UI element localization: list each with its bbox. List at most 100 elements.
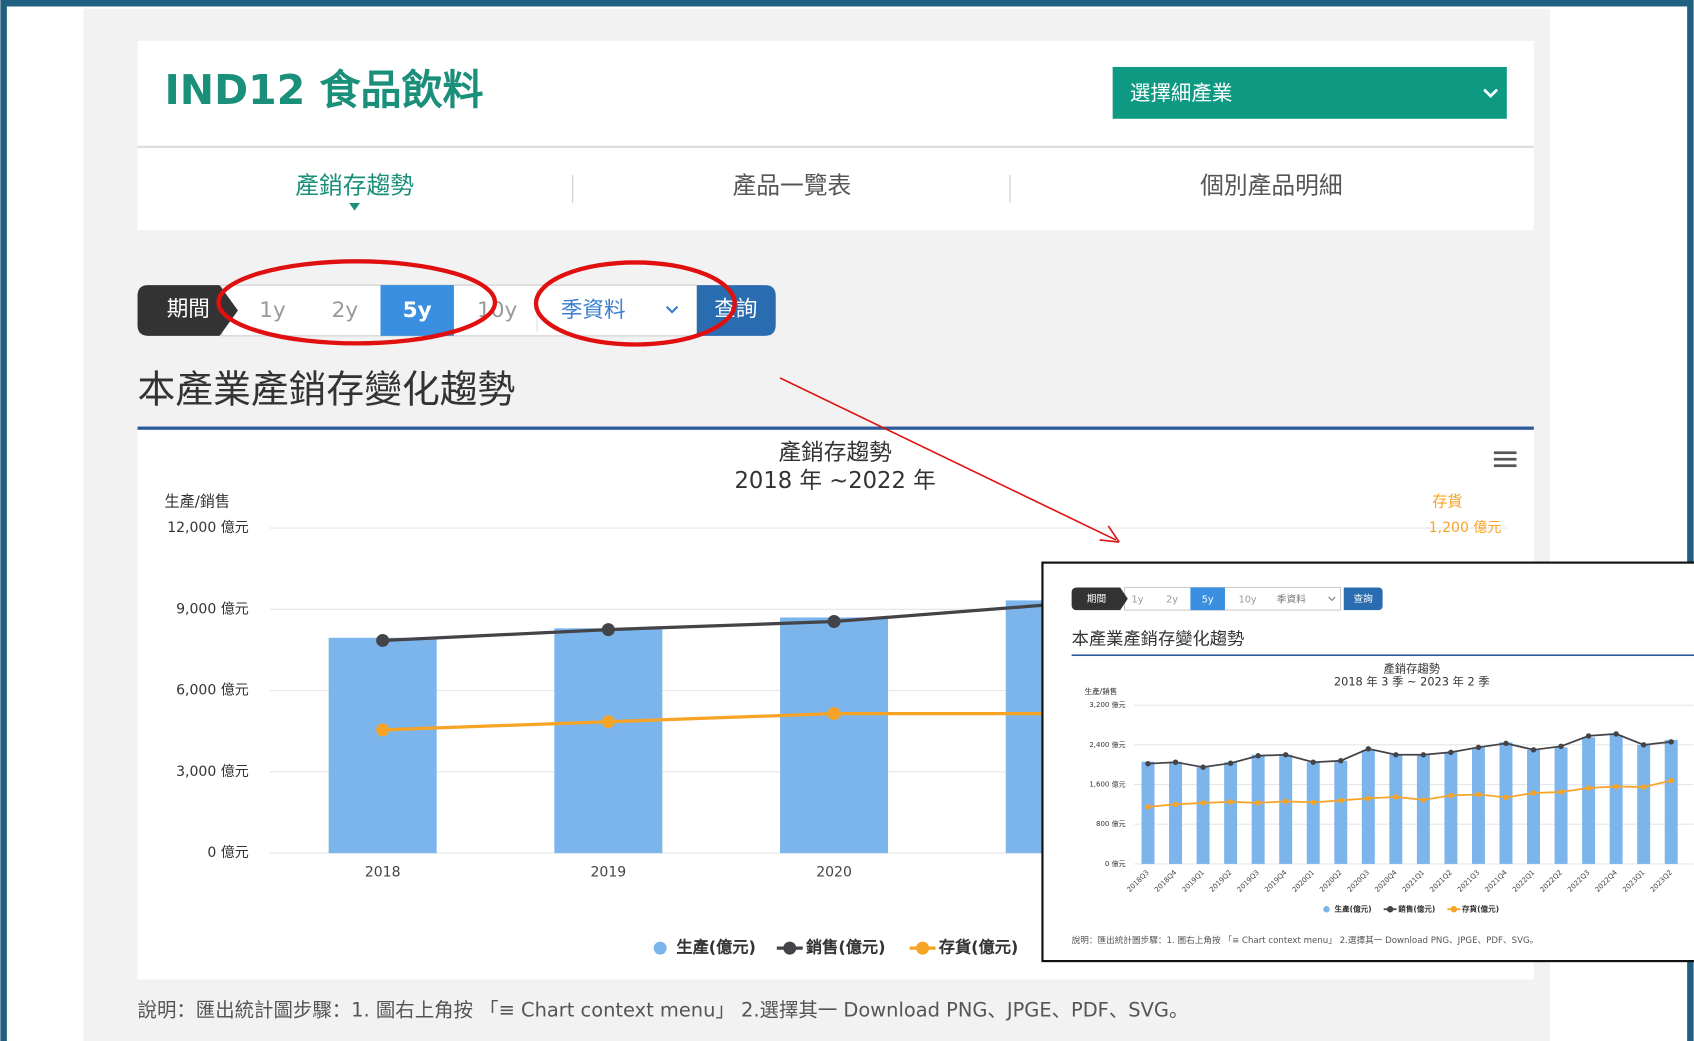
bar [1499, 742, 1513, 864]
point [1145, 804, 1151, 810]
bar [1251, 754, 1265, 864]
period-button-active[interactable] [1190, 587, 1225, 611]
point [1227, 799, 1234, 805]
section-title: 本產業產銷存變化趨勢 [138, 367, 516, 411]
annotation-arrow [779, 377, 1117, 541]
legend-label: 存貨(億元) [939, 938, 1019, 957]
menu-bar [1493, 451, 1517, 455]
point [1585, 785, 1592, 791]
y2-tick-label: 1,200 億元 [1429, 520, 1502, 536]
menu-icon[interactable] [1493, 451, 1517, 468]
point [1668, 739, 1674, 745]
y-tick-label: 12,000 億元 [167, 520, 249, 536]
point [1338, 797, 1344, 804]
frequency-select[interactable]: 季資料 [561, 298, 626, 323]
point [1503, 740, 1509, 747]
chart-card-border [137, 426, 1534, 430]
query-button[interactable] [1343, 587, 1383, 611]
industry-dropdown[interactable] [1112, 66, 1507, 119]
bar [328, 637, 437, 854]
tab-active[interactable]: 產銷存趨勢 [295, 171, 414, 199]
bar [1334, 760, 1348, 864]
bar [1306, 762, 1320, 864]
legend-marker [1323, 906, 1330, 913]
point [1448, 792, 1454, 799]
period-button[interactable]: 5y [403, 298, 432, 323]
tab[interactable]: 產品一覽表 [733, 171, 852, 199]
period-label: 期間 [1087, 593, 1106, 605]
chevron [665, 305, 679, 314]
section-title: 本產業產銷存變化趨勢 [1072, 629, 1245, 649]
point [1145, 760, 1151, 767]
point [1282, 798, 1289, 805]
inset-screenshot: 期間 1y 2y 5y 10y 季資料 查詢 本產業產銷存變化趨勢 說明：匯出統… [1041, 561, 1694, 963]
bar [1279, 754, 1293, 864]
point [1282, 752, 1289, 758]
point [376, 723, 390, 737]
legend-label: 生產(億元) [676, 938, 756, 957]
y-tick-label: 800 億元 [1096, 819, 1126, 828]
point [1200, 764, 1206, 770]
period-button[interactable]: 10y [1239, 594, 1257, 605]
annotation-ellipse [533, 260, 737, 347]
period-button[interactable]: 1y [1132, 594, 1144, 605]
point [827, 707, 841, 721]
point [1530, 747, 1537, 753]
x-tick-label: 2019 [591, 865, 627, 881]
period-button[interactable]: 2y [1166, 594, 1178, 605]
point [827, 615, 841, 628]
frequency-select[interactable]: 季資料 [1277, 592, 1306, 605]
period-button-active[interactable] [380, 285, 454, 336]
legend-label: 銷售(億元) [1398, 903, 1435, 913]
period-button[interactable]: 1y [259, 298, 286, 323]
bar [1554, 747, 1568, 864]
tab[interactable]: 個別產品明細 [1200, 171, 1343, 199]
dropdown-label: 選擇細產業 [1130, 81, 1233, 105]
point [1640, 742, 1647, 748]
bar [1527, 749, 1541, 864]
annotation-ellipse [216, 259, 498, 346]
query-button[interactable] [696, 285, 776, 336]
period-label: 期間 [167, 297, 210, 322]
point [1310, 759, 1316, 765]
line [1147, 733, 1672, 769]
bar [1664, 739, 1678, 864]
point [1310, 799, 1316, 806]
point [1585, 733, 1592, 739]
period-group [1123, 586, 1342, 611]
y-tick-label: 0 億元 [1105, 859, 1126, 868]
chevron [1328, 596, 1336, 602]
tab-indicator [349, 203, 360, 211]
point [1393, 752, 1399, 758]
bar [1169, 761, 1183, 864]
chart-title: 產銷存趨勢 [1383, 662, 1440, 676]
bar [780, 617, 889, 854]
legend-marker [653, 941, 667, 955]
y-tick-label: 0 億元 [207, 845, 248, 861]
point [601, 623, 615, 637]
legend-label: 生產(億元) [1335, 903, 1372, 913]
line [1147, 779, 1672, 808]
legend-marker [916, 941, 930, 955]
bar [1224, 762, 1238, 864]
y-tick-label: 6,000 億元 [176, 683, 249, 699]
bar [1361, 749, 1375, 864]
point [1200, 800, 1206, 806]
period-button[interactable]: 2y [332, 298, 359, 323]
bar [1416, 754, 1430, 864]
point [1640, 784, 1647, 790]
point [1613, 731, 1619, 737]
x-tick-label: 2020 [816, 865, 852, 881]
period-button[interactable]: 5y [1202, 594, 1214, 605]
chart-card-border [1071, 654, 1694, 657]
header-card: IND12 食品飲料 選擇細產業 產銷存趨勢 產品一覽表 個別產品明細 [137, 41, 1534, 231]
point [1503, 794, 1509, 801]
y-tick-label: 3,200 億元 [1089, 700, 1125, 709]
bar [1141, 761, 1155, 864]
point [1255, 753, 1261, 759]
point [1420, 797, 1427, 803]
point [1613, 783, 1619, 790]
point [1172, 759, 1179, 765]
